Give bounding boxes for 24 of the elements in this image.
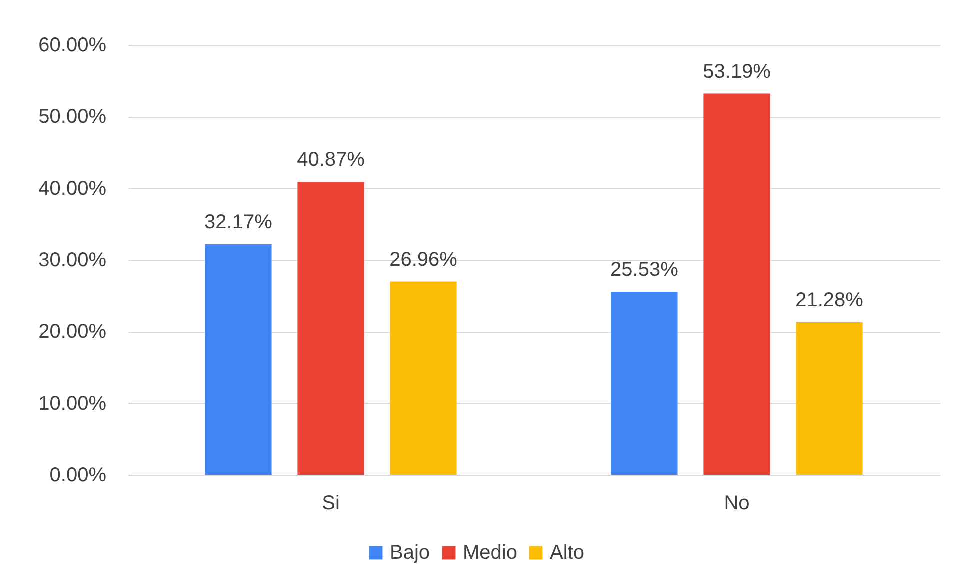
bar [704,94,770,475]
y-tick-label: 0.00% [50,464,107,486]
y-tick-label: 60.00% [38,34,107,56]
bar [205,244,272,475]
data-label: 21.28% [796,289,864,312]
y-tick-label: 10.00% [38,392,107,415]
y-tick-label: 30.00% [38,250,107,272]
data-label: 40.87% [297,149,366,172]
legend-label: Medio [463,542,518,564]
data-label: 26.96% [390,248,458,271]
y-tick-label: 40.00% [38,178,107,200]
y-tick-label: 50.00% [38,106,107,128]
bar [298,182,364,475]
bar [390,282,457,475]
x-tick-label: Si [322,492,340,514]
bar [611,292,678,475]
x-tick-label: No [724,492,750,514]
y-tick-label: 20.00% [38,321,107,344]
legend-label: Bajo [390,542,430,564]
bar [796,322,863,475]
data-label: 25.53% [610,259,679,282]
data-label: 32.17% [204,211,273,234]
data-label: 53.19% [703,60,772,83]
legend-label: Alto [550,542,584,564]
